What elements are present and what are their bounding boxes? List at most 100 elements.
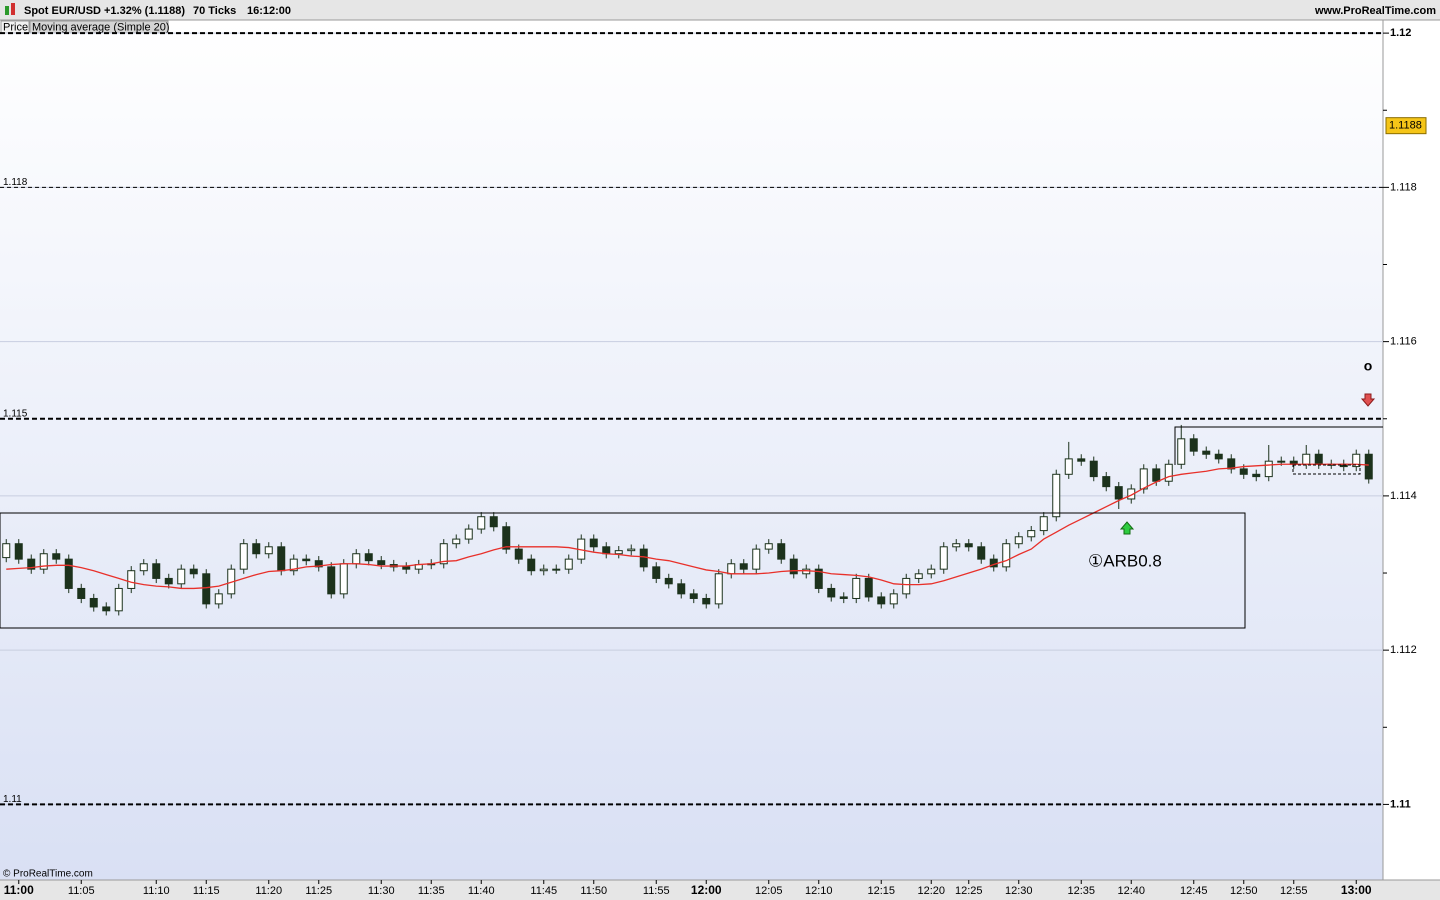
candle-body <box>1114 486 1123 500</box>
x-tick-label: 11:10 <box>143 885 170 897</box>
candle-body <box>314 560 323 568</box>
time: 16:12:00 <box>247 5 291 17</box>
y-tick-label: 1.114 <box>1390 490 1417 502</box>
x-tick-label: 12:20 <box>917 885 945 897</box>
candle-body <box>89 597 98 608</box>
plot-background <box>0 20 1383 880</box>
candle-body <box>189 568 198 575</box>
candle-body <box>127 570 136 589</box>
legend-ma: Moving average (Simple 20) <box>32 21 170 33</box>
candle-body <box>1202 450 1211 455</box>
last-price-label: 1.1188 <box>1389 120 1422 132</box>
site-link[interactable]: www.ProRealTime.com <box>1314 5 1436 17</box>
x-tick-label: 11:15 <box>193 885 220 897</box>
line-label: 1.11 <box>3 794 22 805</box>
x-tick-label: 12:25 <box>955 885 983 897</box>
x-tick-label: 11:25 <box>305 885 332 897</box>
candle-body <box>827 587 836 598</box>
candle-body <box>852 577 861 599</box>
candle-body <box>139 563 148 572</box>
annotation: o <box>1364 358 1373 374</box>
candle-body <box>27 558 36 570</box>
candle-body <box>214 593 223 605</box>
x-tick-label: 11:35 <box>418 885 445 897</box>
candle-body <box>1277 460 1286 463</box>
x-tick-label: 11:40 <box>468 885 495 897</box>
x-tick-label: 12:35 <box>1067 885 1095 897</box>
candle-body <box>739 563 748 570</box>
candle-body <box>564 558 573 570</box>
candle-body <box>839 596 848 599</box>
candle-body <box>477 516 486 530</box>
candle-body <box>752 548 761 570</box>
x-axis-bar <box>0 880 1440 900</box>
candle-body <box>202 573 211 605</box>
candle-body <box>1214 453 1223 460</box>
candle-body <box>177 568 186 585</box>
candle-body <box>1002 543 1011 568</box>
x-tick-label: 12:10 <box>805 885 833 897</box>
y-tick-label: 1.118 <box>1390 181 1417 193</box>
x-tick-label: 12:45 <box>1180 885 1208 897</box>
line-label: 1.118 <box>3 177 28 188</box>
candle-body <box>1189 438 1198 452</box>
candle-body <box>1302 453 1311 465</box>
candle-body <box>977 546 986 560</box>
x-tick-label: 13:00 <box>1341 883 1372 897</box>
x-tick-label: 11:05 <box>68 885 95 897</box>
y-tick-label: 1.116 <box>1390 336 1417 348</box>
candle-body <box>1252 473 1261 478</box>
candle-body <box>1364 453 1373 480</box>
candle-body <box>277 546 286 572</box>
candle-body <box>464 528 473 540</box>
drawn-rectangle <box>1292 464 1361 475</box>
candle-body <box>439 543 448 565</box>
candle-body <box>939 546 948 570</box>
candle-body <box>552 568 561 571</box>
candle-body <box>1177 438 1186 465</box>
moving-average-line <box>6 463 1369 590</box>
annotation: ①ARB0.8 <box>1088 551 1162 570</box>
x-tick-label: 12:05 <box>755 885 783 897</box>
candle-body <box>152 563 161 579</box>
candle-body <box>377 560 386 566</box>
candle-body <box>1227 458 1236 470</box>
x-tick-label: 12:40 <box>1117 885 1145 897</box>
instrument: Spot EUR/USD <box>24 5 101 17</box>
y-tick-label: 1.11 <box>1390 798 1411 810</box>
header-icon <box>5 3 15 15</box>
candle-body <box>1039 516 1048 532</box>
candle-body <box>452 538 461 545</box>
candle-body <box>77 587 86 599</box>
candle-body <box>952 543 961 548</box>
axis-background <box>1383 20 1440 880</box>
candle-body <box>964 543 973 548</box>
candle-body <box>1352 453 1361 468</box>
x-tick-label: 11:20 <box>255 885 282 897</box>
candle-body <box>927 568 936 575</box>
candle-body <box>614 550 623 555</box>
y-tick-label: 1.12 <box>1390 27 1411 39</box>
candle-body <box>602 546 611 555</box>
candle-body <box>252 543 261 555</box>
candle-body <box>327 566 336 595</box>
header-bar <box>0 0 1440 20</box>
candle-body <box>1139 468 1148 490</box>
sell-arrow <box>1360 393 1376 407</box>
candle-body <box>1164 463 1173 482</box>
candle-body <box>114 587 123 612</box>
candle-body <box>652 566 661 579</box>
candle-body <box>902 577 911 595</box>
candle-body <box>502 526 511 550</box>
candle-body <box>1152 468 1161 482</box>
y-tick-label: 1.112 <box>1390 644 1417 656</box>
candle-body <box>302 558 311 562</box>
candle-body <box>2 543 11 559</box>
x-tick-label: 11:45 <box>530 885 557 897</box>
x-tick-label: 12:15 <box>867 885 895 897</box>
candle-body <box>1314 453 1323 465</box>
candle-body <box>689 593 698 599</box>
candle-body <box>1089 460 1098 478</box>
candle-body <box>764 543 773 550</box>
